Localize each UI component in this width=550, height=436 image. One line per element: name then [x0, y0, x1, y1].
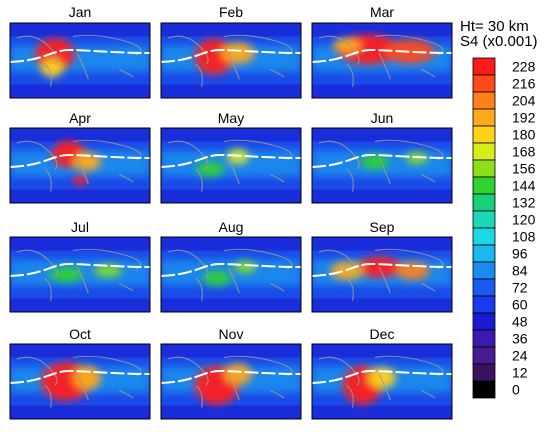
magnetic-equator-line [312, 48, 452, 63]
panel-frame [160, 236, 302, 313]
panel-title-sep: Sep [369, 219, 395, 235]
panel-title-jun: Jun [370, 110, 394, 126]
magnetic-equator-line [312, 369, 452, 384]
colorbar-cell-84 [472, 261, 496, 280]
colorbar-label-204: 204 [512, 93, 536, 109]
panel-title-apr: Apr [69, 110, 91, 126]
colorbar-label-0: 0 [512, 382, 520, 398]
colorbar-label-192: 192 [512, 110, 536, 126]
panel-sep [312, 237, 452, 312]
panel-nov [161, 344, 301, 419]
colorbar-cell-60 [472, 295, 496, 314]
colorbar-cell-156 [472, 159, 496, 178]
panel-title-dec: Dec [369, 326, 395, 342]
colorbar-cell-36 [472, 329, 496, 348]
colorbar-cell-72 [472, 278, 496, 297]
panel-title-jul: Jul [71, 219, 89, 235]
colorbar-label-216: 216 [512, 76, 536, 92]
colorbar-label-72: 72 [512, 280, 528, 296]
colorbar-label-168: 168 [512, 144, 536, 160]
panel-frame [160, 127, 302, 204]
colorbar-cell-204 [472, 91, 496, 110]
colorbar-label-36: 36 [512, 331, 528, 347]
panel-title-aug: Aug [218, 219, 244, 235]
colorbar-cell-0 [472, 380, 496, 399]
colorbar-cell-96 [472, 244, 496, 263]
colorbar-cell-48 [472, 312, 496, 331]
panel-title-nov: Nov [218, 326, 244, 342]
magnetic-equator-line [161, 153, 301, 168]
colorbar-cell-12 [472, 363, 496, 382]
magnetic-equator-line [10, 48, 150, 63]
panel-jun [312, 128, 452, 203]
colorbar-cell-108 [472, 227, 496, 246]
panel-title-mar: Mar [369, 4, 395, 20]
colorbar-cell-180 [472, 125, 496, 144]
colorbar-cell-168 [472, 142, 496, 161]
magnetic-equator-line [10, 369, 150, 384]
panel-frame [9, 236, 151, 313]
colorbar-label-144: 144 [512, 178, 536, 194]
colorbar-label-120: 120 [512, 212, 536, 228]
colorbar-label-108: 108 [512, 229, 536, 245]
colorbar-cell-120 [472, 210, 496, 229]
magnetic-equator-line [10, 153, 150, 168]
panel-frame [311, 22, 453, 99]
colorbar-label-24: 24 [512, 348, 528, 364]
magnetic-equator-line [312, 262, 452, 277]
magnetic-equator-line [312, 153, 452, 168]
panel-may [161, 128, 301, 203]
colorbar-cell-216 [472, 74, 496, 93]
magnetic-equator-line [10, 262, 150, 277]
panel-frame [9, 22, 151, 99]
panel-title-oct: Oct [69, 326, 91, 342]
colorbar-label-48: 48 [512, 314, 528, 330]
panel-frame [311, 127, 453, 204]
colorbar-cell-228 [472, 57, 496, 76]
panel-frame [9, 127, 151, 204]
panel-mar [312, 23, 452, 98]
colorbar-cell-24 [472, 346, 496, 365]
panel-frame [311, 236, 453, 313]
colorbar-label-228: 228 [512, 59, 536, 75]
panel-feb [161, 23, 301, 98]
colorbar-label-12: 12 [512, 365, 528, 381]
colorbar-label-60: 60 [512, 297, 528, 313]
colorbar-cell-192 [472, 108, 496, 127]
colorbar-label-156: 156 [512, 161, 536, 177]
height-label: Ht= 30 km [460, 18, 529, 35]
magnetic-equator-line [161, 48, 301, 63]
panel-jul [10, 237, 150, 312]
panel-oct [10, 344, 150, 419]
quantity-label: S4 (x0.001) [460, 33, 538, 50]
panel-frame [160, 22, 302, 99]
panel-jan [10, 23, 150, 98]
panel-title-jan: Jan [68, 4, 92, 20]
panel-frame [160, 343, 302, 420]
colorbar-cell-132 [472, 193, 496, 212]
panel-title-feb: Feb [218, 4, 244, 20]
magnetic-equator-line [161, 369, 301, 384]
panel-apr [10, 128, 150, 203]
panel-aug [161, 237, 301, 312]
colorbar-cell-144 [472, 176, 496, 195]
panel-title-may: May [217, 110, 245, 126]
colorbar-label-96: 96 [512, 246, 528, 262]
magnetic-equator-line [161, 262, 301, 277]
colorbar-label-132: 132 [512, 195, 536, 211]
colorbar-label-180: 180 [512, 127, 536, 143]
panel-frame [311, 343, 453, 420]
panel-dec [312, 344, 452, 419]
panel-frame [9, 343, 151, 420]
colorbar-label-84: 84 [512, 263, 528, 279]
